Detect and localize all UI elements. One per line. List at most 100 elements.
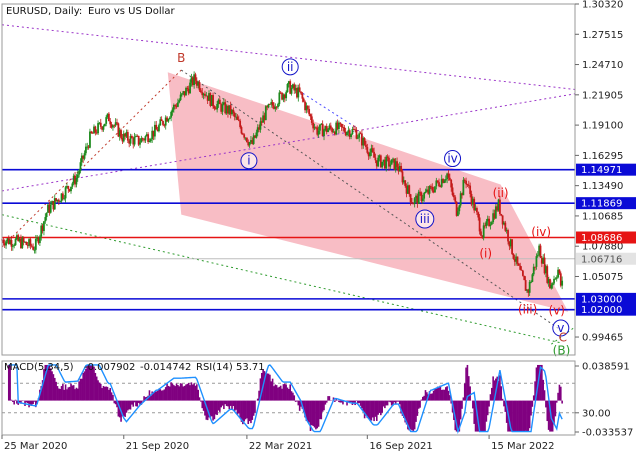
- candle-body: [67, 186, 70, 190]
- candle-body: [489, 224, 492, 226]
- candle-body: [129, 135, 132, 144]
- candle-body: [450, 179, 453, 188]
- correction-channel-band: [167, 72, 569, 312]
- candle-body: [78, 171, 81, 175]
- candle-body: [297, 87, 300, 98]
- candle-body: [356, 137, 359, 139]
- candle-body: [159, 119, 162, 126]
- price-tick-label: 1.13490: [582, 181, 623, 192]
- candle-body: [94, 126, 97, 133]
- candle-body: [424, 191, 427, 193]
- candle-body: [557, 269, 559, 278]
- candle-body: [559, 273, 562, 286]
- wave-circle: [444, 150, 462, 168]
- candle-body: [447, 173, 450, 178]
- candle-body: [366, 147, 369, 153]
- candle-body: [446, 173, 449, 180]
- candle-body: [80, 155, 83, 163]
- candle-body: [30, 245, 33, 247]
- candle-body: [411, 202, 413, 204]
- candle-body: [285, 92, 288, 99]
- candle-body: [425, 189, 428, 192]
- candle-body: [128, 140, 131, 144]
- indicator-panel-frame: [1, 360, 576, 436]
- candle-body: [520, 269, 523, 271]
- candle-body: [266, 106, 269, 108]
- indicator-window: [2, 364, 575, 435]
- candle-body: [164, 117, 167, 126]
- candle-body: [404, 180, 407, 186]
- date-tick-label: 15 Mar 2022: [491, 441, 554, 452]
- candle-body: [162, 120, 164, 125]
- candle-body: [398, 165, 401, 172]
- candle-body: [320, 123, 323, 125]
- candle-body: [524, 280, 527, 291]
- candle-body: [302, 98, 305, 102]
- candle-body: [237, 119, 240, 121]
- wave-label: (iii): [518, 303, 537, 317]
- candle-body: [201, 92, 204, 96]
- candle-body: [258, 127, 260, 130]
- candle-body: [290, 87, 293, 94]
- candle-body: [361, 133, 363, 146]
- macd-signal-value: -0.014742: [140, 362, 191, 373]
- candle-body: [229, 105, 232, 115]
- candle-body: [480, 231, 482, 236]
- candle-body: [358, 133, 361, 138]
- candle-body: [194, 74, 197, 81]
- candle-body: [240, 127, 243, 134]
- candle-body: [293, 84, 296, 91]
- candle-body: [327, 129, 329, 133]
- candle-body: [331, 128, 334, 133]
- candle-body: [102, 126, 105, 130]
- candle-body: [133, 136, 136, 145]
- candle-body: [252, 135, 255, 144]
- candle-body: [419, 191, 421, 193]
- candle-body: [501, 215, 504, 225]
- candle-body: [262, 115, 265, 123]
- candle-body: [140, 138, 143, 143]
- candle-body: [28, 239, 30, 246]
- price-badge-label: 1.03000: [581, 294, 622, 305]
- candle-body: [455, 201, 458, 216]
- candle-body: [430, 186, 432, 187]
- candle-body: [171, 109, 174, 112]
- wave-label: B: [177, 51, 185, 65]
- candle-body: [385, 156, 388, 169]
- candle-body: [550, 284, 553, 289]
- candle-body: [465, 180, 467, 185]
- rsi-value: 53.71: [236, 362, 265, 373]
- candle-body: [504, 222, 507, 231]
- wave-circle: [415, 209, 435, 229]
- candle-body: [160, 119, 163, 121]
- candle-body: [135, 135, 137, 137]
- candle-body: [305, 105, 308, 111]
- candle-body: [185, 87, 187, 96]
- candle-body: [540, 257, 543, 264]
- candle-body: [244, 137, 247, 139]
- candle-body: [374, 157, 377, 161]
- candle-body: [264, 106, 267, 121]
- candle-body: [367, 152, 370, 157]
- candle-body: [386, 156, 389, 158]
- candle-body: [25, 241, 28, 245]
- candle-body: [182, 91, 185, 94]
- wave-label: (i): [479, 247, 492, 261]
- macd-name: MACD(5,34,5): [4, 362, 74, 373]
- candle-body: [105, 117, 108, 124]
- wave-label: v: [557, 321, 564, 335]
- candle-body: [214, 108, 217, 110]
- candle-body: [147, 134, 150, 142]
- candle-body: [377, 157, 380, 167]
- date-tick-label: 25 Mar 2020: [4, 441, 67, 452]
- candle-body: [542, 257, 545, 264]
- candle-body: [53, 198, 56, 210]
- candle-body: [198, 82, 201, 91]
- candle-body: [95, 132, 98, 134]
- candle-body: [435, 180, 438, 187]
- candle-body: [221, 104, 224, 112]
- candle-body: [130, 135, 133, 139]
- candle-body: [421, 198, 424, 201]
- candle-body: [187, 88, 190, 94]
